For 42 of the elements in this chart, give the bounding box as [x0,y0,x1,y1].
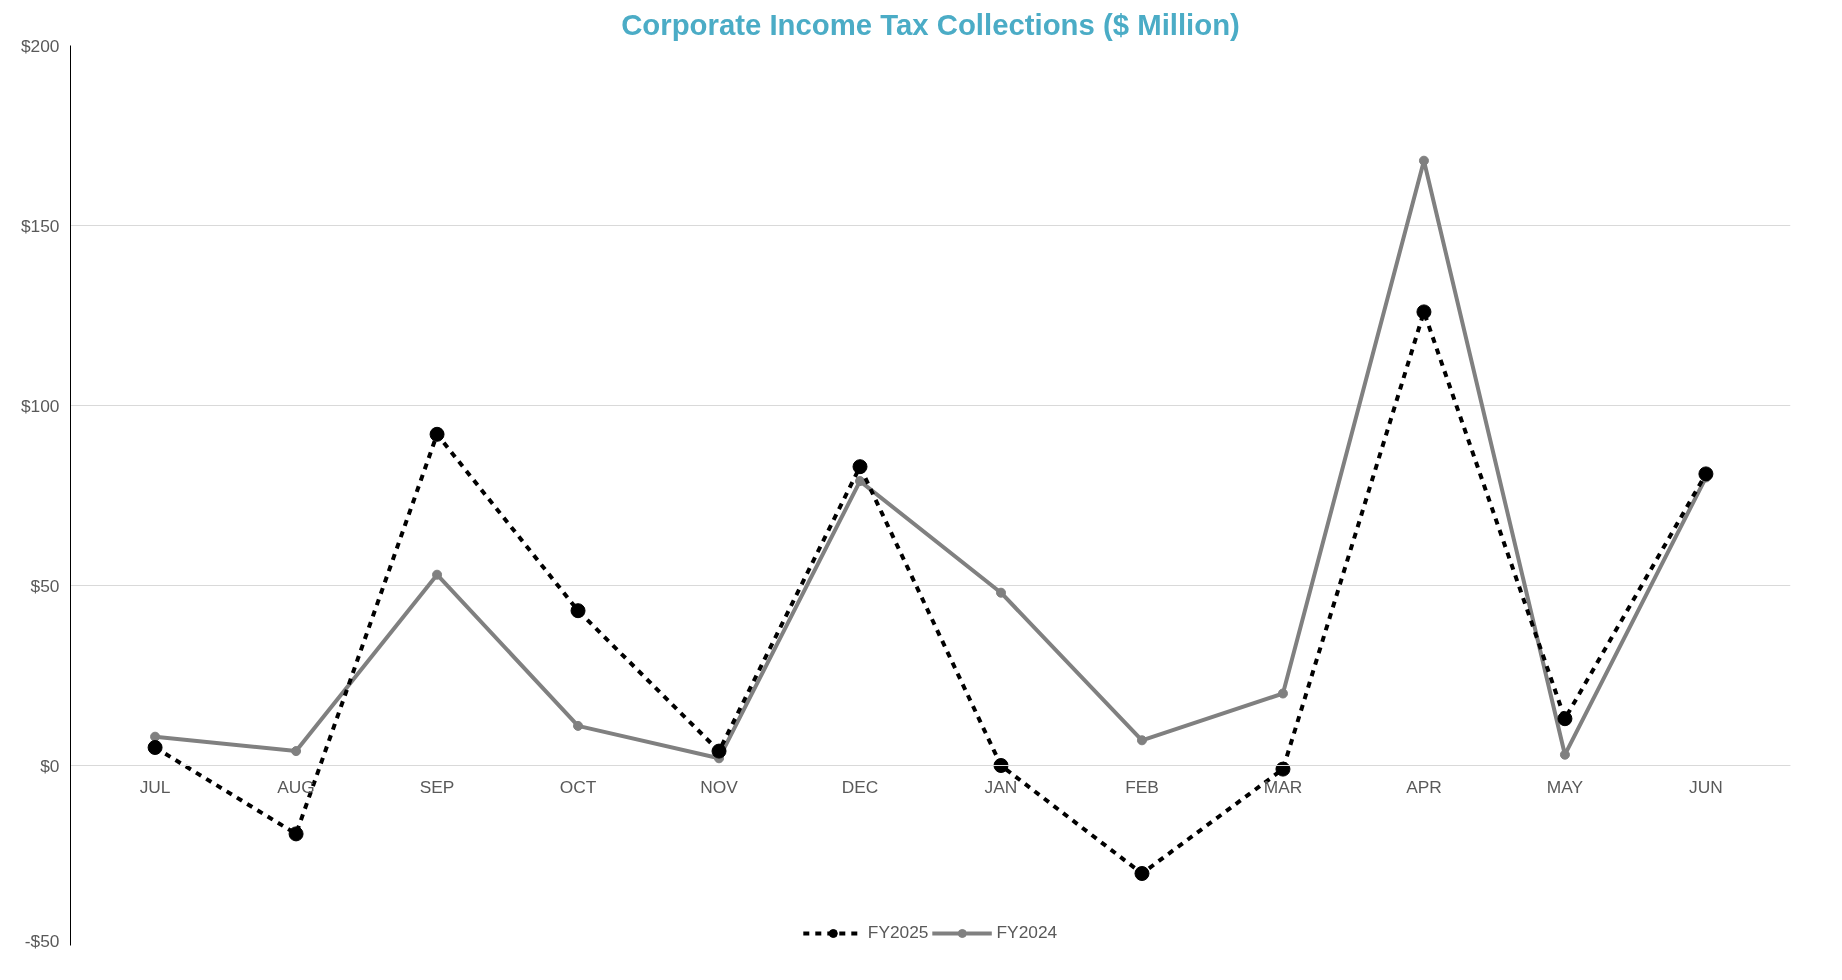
point [1418,155,1429,166]
x-tick-label: NOV [700,776,739,797]
point [993,758,1009,773]
point [1275,761,1291,777]
point [150,731,161,742]
point [429,426,445,442]
point [1134,866,1150,881]
point [995,587,1006,598]
x-tick-label: JUL [139,776,171,797]
x-tick-label: AUG [277,776,315,797]
point [573,720,584,731]
point [1416,304,1432,320]
point [1557,711,1573,727]
y-tick-label: $150 [20,215,60,236]
point [711,743,727,759]
point [432,569,443,580]
x-tick-label: FEB [1125,776,1159,797]
point [1136,735,1147,746]
x-tick-label: MAR [1263,776,1303,797]
legend-label: FY2025 [867,922,929,943]
x-tick-label: DEC [841,776,879,797]
y-tick-label: -$50 [24,930,60,951]
point [855,476,866,487]
x-tick-label: APR [1406,776,1442,797]
y-tick-label: $200 [20,35,60,56]
x-tick-label: SEP [419,776,455,797]
x-tick-label: JAN [984,776,1018,797]
x-tick-label: MAY [1546,776,1584,797]
point [1277,688,1288,699]
y-tick-label: $0 [40,755,60,776]
x-tick-label: JUN [1689,776,1723,797]
y-tick-label: $50 [30,575,60,596]
point [147,740,163,755]
point [570,603,586,619]
point [288,826,304,842]
legend-label: FY2024 [996,922,1058,943]
point [291,746,302,757]
y-tick-label: $100 [20,395,60,416]
point [852,459,868,475]
point [1698,466,1714,482]
x-tick-label: OCT [559,776,597,797]
chart-title: Corporate Income Tax Collections ($ Million) [621,7,1240,41]
